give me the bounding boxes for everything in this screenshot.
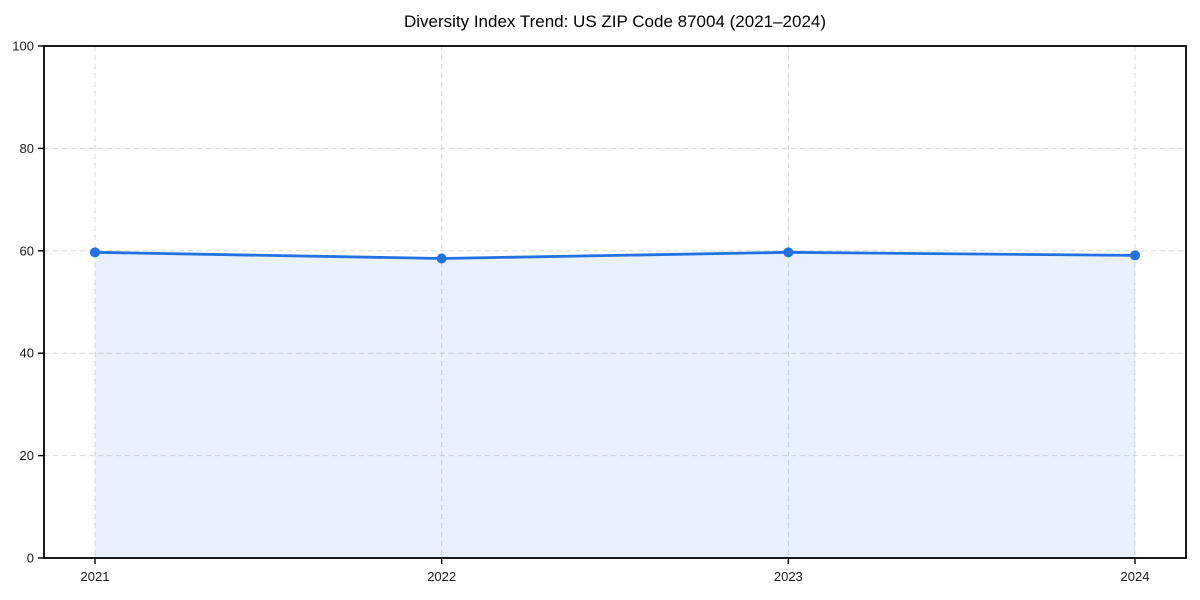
y-tick-label: 20 <box>20 448 34 463</box>
y-tick-label: 40 <box>20 346 34 361</box>
x-tick-label: 2021 <box>81 569 110 584</box>
y-tick-label: 80 <box>20 141 34 156</box>
x-tick-label: 2023 <box>774 569 803 584</box>
y-tick-label: 100 <box>12 39 34 54</box>
y-tick-label: 0 <box>27 551 34 566</box>
plot-border <box>43 45 1187 559</box>
y-tick-label: 60 <box>20 243 34 258</box>
data-point <box>90 247 100 258</box>
x-tick-label: 2022 <box>427 569 456 584</box>
data-point <box>1130 250 1140 261</box>
x-tick-label: 2024 <box>1121 569 1150 584</box>
chart-title: Diversity Index Trend: US ZIP Code 87004… <box>403 12 827 31</box>
data-point <box>783 247 794 258</box>
series-line <box>93 250 1137 260</box>
data-point <box>436 253 447 264</box>
series-area <box>95 252 1135 558</box>
